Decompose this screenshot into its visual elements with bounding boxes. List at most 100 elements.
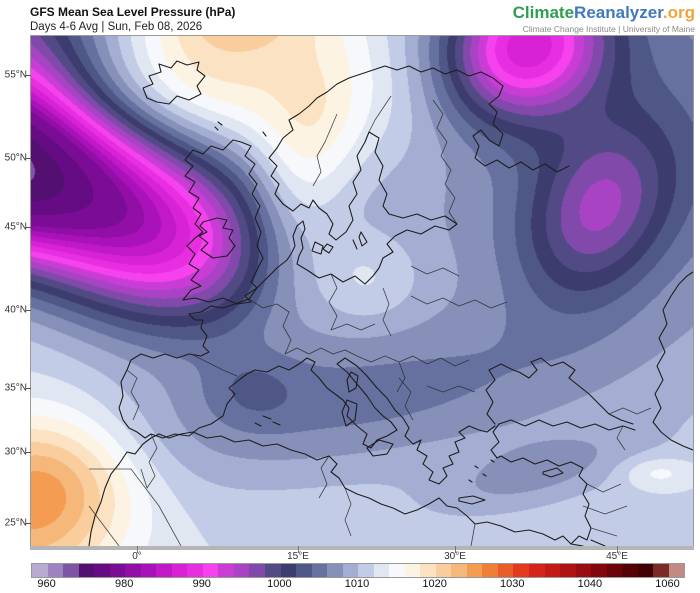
colorbar-segment [78, 564, 95, 577]
colorbar-segment [435, 564, 452, 577]
lon-tick-mark [298, 546, 299, 553]
colorbar-tick-label: 980 [114, 578, 134, 590]
coast-gotland-icon [352, 231, 368, 250]
brand-reanalyzer: Reanalyzer [574, 3, 663, 22]
colorbar-segment [466, 564, 483, 577]
lon-tick-mark [617, 546, 618, 553]
colorbar-segment [637, 564, 654, 577]
colorbar-segment [622, 564, 638, 577]
colorbar-segment [296, 564, 312, 577]
lat-tick-label: 40°N [4, 304, 27, 316]
coast-north-africa [88, 431, 556, 546]
coast-balearics-icon [254, 415, 281, 427]
border-spain-portugal [126, 369, 140, 421]
colorbar-segment [264, 564, 281, 577]
coast-iceland [142, 60, 206, 105]
coast-turkey-west-south-levant [490, 423, 592, 545]
colorbar-segment [451, 564, 467, 577]
border-middle-east [582, 483, 628, 537]
colorbar-segment [47, 564, 64, 577]
colorbar-segment [513, 564, 529, 577]
coast-sardinia [341, 399, 358, 427]
colorbar-segment [94, 564, 110, 577]
colorbar-segment [591, 564, 607, 577]
colorbar-tick-label: 1060 [655, 578, 680, 590]
brand-org: .org [662, 3, 695, 22]
brand-tagline: Climate Change Institute | University of… [522, 24, 695, 34]
colorbar-segment [327, 564, 343, 577]
pressure-map [30, 35, 694, 547]
lat-tick-label: 25°N [4, 517, 27, 529]
colorbar-segment [249, 564, 265, 577]
colorbar-tick-label: 1000 [267, 578, 292, 590]
brand-wordmark[interactable]: ClimateReanalyzer.org [513, 3, 695, 23]
border-germany-poland [328, 273, 376, 331]
colorbar-segment [171, 564, 188, 577]
coast-france-iberia [118, 298, 496, 485]
brand-link[interactable]: ClimateReanalyzer.org Climate Change Ins… [513, 3, 695, 34]
lon-tick-label: 0° [132, 551, 142, 562]
colorbar-segment [311, 564, 328, 577]
colorbar-segment [606, 564, 623, 577]
border-libya-egypt [470, 523, 476, 546]
coast-cyprus [542, 467, 564, 478]
colorbar-segment [668, 564, 685, 577]
pressure-field-canvas [31, 36, 693, 546]
lat-tick-label: 45°N [4, 221, 27, 233]
colorbar-segment [529, 564, 545, 577]
coast-baltic-continent [248, 131, 458, 300]
lon-tick-mark [137, 546, 138, 553]
x-axis-line [30, 546, 694, 550]
border-caucasus [608, 407, 652, 451]
colorbar-segment [404, 564, 421, 577]
colorbar-segment [373, 564, 390, 577]
colorbar-segment [560, 564, 576, 577]
border-morocco-algeria [140, 433, 158, 489]
colorbar-tick-label: 990 [192, 578, 211, 590]
colorbar-tick-label: 960 [37, 578, 56, 590]
coast-caspian [652, 271, 693, 451]
colorbar-segment [156, 564, 172, 577]
colorbar-segment [653, 564, 669, 577]
colorbar-segment [497, 564, 514, 577]
brand-climate: Climate [512, 3, 575, 22]
lat-tick-mark [26, 227, 31, 228]
lon-tick-label: 45°E [606, 551, 628, 562]
colorbar-segment [544, 564, 561, 577]
header: GFS Mean Sea Level Pressure (hPa) Days 4… [30, 5, 235, 34]
colorbar-segment [32, 564, 48, 577]
lat-tick-mark [26, 523, 31, 524]
lat-tick-label: 30°N [4, 446, 27, 458]
colorbar-segment [125, 564, 141, 577]
colorbar-segment [140, 564, 157, 577]
lat-tick-mark [26, 158, 31, 159]
lon-tick-label: 30°E [444, 551, 466, 562]
lon-tick-mark [455, 546, 456, 553]
page-title: GFS Mean Sea Level Pressure (hPa) [30, 5, 236, 19]
coast-crete [458, 495, 486, 505]
coast-shetland-icon [262, 131, 267, 137]
colorbar-tick-label: 1030 [499, 578, 525, 590]
colorbar-segment [280, 564, 297, 577]
lat-tick-mark [26, 75, 31, 76]
colorbar-segment [420, 564, 436, 577]
coast-norway-barents [268, 65, 570, 212]
border-tunisia-libya [344, 487, 352, 537]
lat-tick-label: 55°N [4, 69, 27, 81]
lat-tick-label: 35°N [4, 382, 27, 394]
border-france-germany [248, 298, 292, 355]
colorbar-segment [482, 564, 498, 577]
colorbar-segment [109, 564, 126, 577]
border-balkans [356, 355, 476, 421]
coast-corsica [346, 371, 359, 393]
colorbar-tick-label: 1040 [577, 578, 603, 590]
coast-aegean-islands-icon [468, 459, 495, 483]
coast-ireland [198, 217, 236, 259]
coast-faroe-icon [214, 121, 223, 131]
border-algeria-tunisia [318, 455, 330, 499]
colorbar-segment [233, 564, 250, 577]
coastlines-svg [88, 60, 693, 546]
border-norway-sweden [312, 95, 392, 187]
colorbar-segment [358, 564, 374, 577]
colorbar-segment [218, 564, 234, 577]
